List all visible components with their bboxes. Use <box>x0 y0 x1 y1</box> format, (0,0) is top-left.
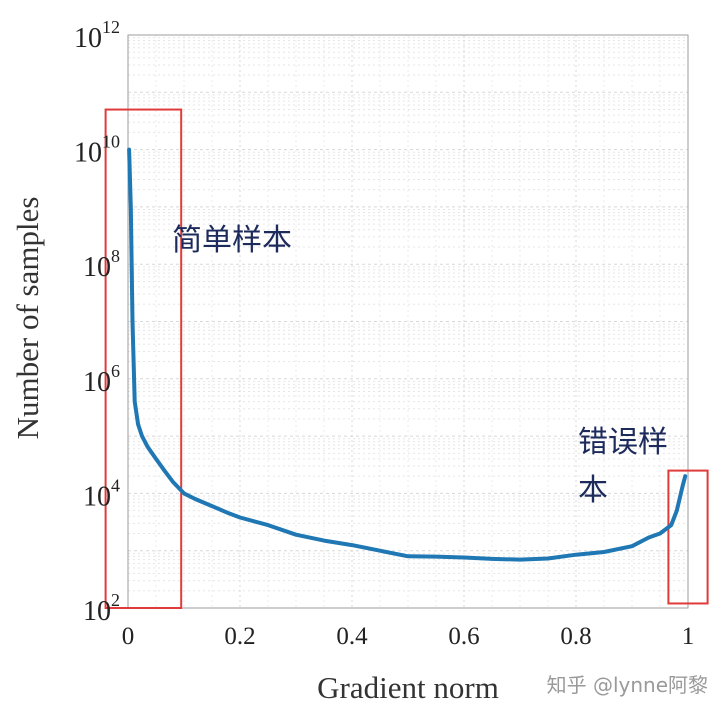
x-tick-label: 0.2 <box>224 623 255 650</box>
x-tick-label: 0.4 <box>336 623 368 650</box>
series-line-0 <box>127 147 688 562</box>
x-axis-label: Gradient norm <box>317 670 499 705</box>
y-tick-labels: 102 104 106 108 1010 1012 <box>74 17 120 627</box>
highlight-boxes <box>104 108 709 610</box>
x-tick-label: 0 <box>122 623 135 650</box>
x-tick-labels: 0 0.2 0.4 0.6 0.8 1 <box>122 623 695 650</box>
y-tick-label: 1012 <box>74 17 120 54</box>
series-layer <box>127 147 688 562</box>
highlight-box-0 <box>104 108 183 610</box>
y-tick-label: 108 <box>83 246 120 283</box>
annotation-easy-samples: 简单样本 <box>172 223 292 258</box>
x-tick-label: 1 <box>682 623 695 650</box>
highlight-box-1 <box>667 469 709 605</box>
grid <box>128 34 688 609</box>
annotation-hard-samples-line1: 错误样 <box>578 425 668 460</box>
watermark: 知乎 @lynne阿黎 <box>547 673 708 697</box>
y-tick-label: 1010 <box>74 132 120 169</box>
y-tick-label: 106 <box>83 361 120 398</box>
plot-frame <box>127 34 689 609</box>
y-tick-label: 104 <box>83 475 120 512</box>
y-tick-label: 102 <box>83 590 120 627</box>
x-tick-label: 0.6 <box>448 623 479 650</box>
annotation-hard-samples-line2: 本 <box>578 473 608 508</box>
y-axis-label: Number of samples <box>10 197 45 440</box>
x-tick-label: 0.8 <box>560 623 591 650</box>
